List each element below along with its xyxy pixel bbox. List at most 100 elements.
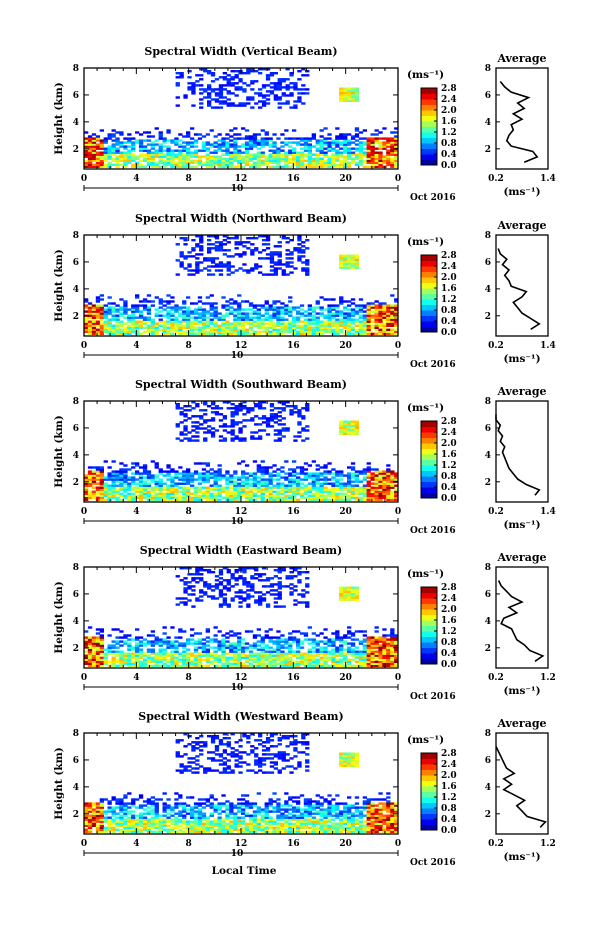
- heatmap-cell: [233, 650, 238, 653]
- heatmap-cell: [311, 488, 316, 491]
- heatmap-cell: [226, 82, 231, 85]
- heatmap-cell: [264, 318, 269, 321]
- heatmap-cell: [331, 654, 336, 657]
- heatmap-cell: [386, 328, 391, 331]
- heatmap-cell: [193, 662, 199, 665]
- heatmap-cell: [280, 644, 285, 647]
- heatmap-cell: [209, 662, 214, 665]
- heatmap-cell: [225, 306, 230, 309]
- heatmap-cell: [311, 646, 316, 649]
- heatmap-cell: [150, 155, 155, 158]
- heatmap-cell: [256, 480, 261, 483]
- heatmap-cell: [366, 149, 371, 152]
- heatmap-cell: [213, 476, 218, 479]
- heatmap-cell: [229, 328, 234, 331]
- heatmap-cell: [150, 159, 155, 162]
- heatmap-cell: [354, 492, 360, 495]
- heatmap-cell: [201, 480, 207, 483]
- heatmap-cell: [190, 159, 195, 162]
- heatmap-cell: [209, 304, 214, 307]
- heatmap-cell: [323, 486, 328, 489]
- heatmap-cell: [182, 480, 187, 483]
- heatmap-cell: [307, 161, 312, 164]
- heatmap-cell: [272, 143, 277, 146]
- heatmap-cell: [135, 642, 140, 645]
- heatmap-cell: [214, 265, 220, 268]
- colorbar-band: [421, 321, 437, 327]
- heatmap-cell: [350, 310, 356, 313]
- heatmap-cell: [273, 273, 278, 276]
- heatmap-cell: [201, 468, 207, 471]
- heatmap-cell: [209, 484, 214, 487]
- heatmap-cell: [170, 157, 175, 160]
- heatmap-cell: [190, 330, 195, 333]
- heatmap-cell: [205, 324, 210, 327]
- heatmap-cell: [250, 243, 255, 246]
- heatmap-cell: [197, 496, 203, 499]
- panel-4: Spectral Width (Eastward Beam)2468Height…: [53, 544, 556, 702]
- heatmap-cell: [170, 658, 175, 661]
- heatmap-cell: [276, 306, 281, 309]
- heatmap-cell: [358, 472, 364, 475]
- heatmap-cell: [382, 478, 387, 481]
- heatmap-cell: [256, 470, 261, 473]
- heatmap-cell: [197, 155, 203, 158]
- heatmap-cell: [158, 149, 163, 152]
- heatmap-cell: [127, 642, 132, 645]
- heatmap-cell: [299, 304, 305, 307]
- heatmap-cell: [256, 326, 261, 329]
- heatmap-cell: [142, 662, 148, 665]
- heatmap-cell: [225, 656, 230, 659]
- heatmap-cell: [382, 662, 387, 665]
- heatmap-cell: [366, 312, 371, 315]
- heatmap-cell: [370, 644, 375, 647]
- heatmap-cell: [91, 137, 97, 140]
- heatmap-cell: [299, 654, 305, 657]
- heatmap-cell: [115, 470, 120, 473]
- heatmap-cell: [331, 472, 336, 475]
- heatmap-cell: [84, 163, 89, 166]
- heatmap-cell: [292, 328, 297, 331]
- heatmap-cell: [87, 478, 93, 481]
- heatmap-cell: [187, 76, 192, 79]
- heatmap-cell: [374, 332, 379, 335]
- heatmap-cell: [354, 478, 360, 481]
- heatmap-cell: [99, 332, 104, 335]
- heatmap-cell: [131, 324, 136, 327]
- heatmap-cell: [331, 644, 336, 647]
- heatmap-cell: [281, 86, 286, 89]
- heatmap-cell: [378, 472, 383, 475]
- heatmap-cell: [347, 420, 352, 423]
- heatmap-cell: [201, 332, 207, 335]
- heatmap-cell: [178, 486, 183, 489]
- heatmap-cell: [95, 316, 101, 319]
- heatmap-cell: [138, 652, 144, 655]
- heatmap-cell: [319, 482, 324, 485]
- heatmap-cell: [142, 145, 148, 148]
- heatmap-cell: [233, 660, 238, 663]
- heatmap-cell: [292, 494, 297, 497]
- heatmap-cell: [347, 147, 352, 150]
- heatmap-cell: [197, 664, 203, 667]
- heatmap-cell: [84, 474, 89, 477]
- heatmap-cell: [354, 472, 360, 475]
- heatmap-cell: [170, 654, 175, 657]
- heatmap-cell: [386, 151, 391, 154]
- heatmap-cell: [142, 316, 148, 319]
- heatmap-cell: [335, 486, 340, 489]
- heatmap-cell: [293, 411, 298, 414]
- heatmap-cell: [131, 155, 136, 158]
- heatmap-cell: [182, 135, 187, 138]
- heatmap-cell: [146, 642, 152, 645]
- heatmap-cell: [370, 490, 375, 493]
- heatmap-cell: [242, 437, 247, 440]
- heatmap-cell: [335, 153, 340, 156]
- heatmap-cell: [354, 306, 360, 309]
- heatmap-cell: [246, 269, 251, 272]
- heatmap-cell: [354, 89, 360, 92]
- heatmap-cell: [335, 494, 340, 497]
- heatmap-cell: [299, 656, 305, 659]
- heatmap-cell: [327, 490, 332, 493]
- heatmap-cell: [305, 263, 310, 266]
- heatmap-cell: [362, 646, 367, 649]
